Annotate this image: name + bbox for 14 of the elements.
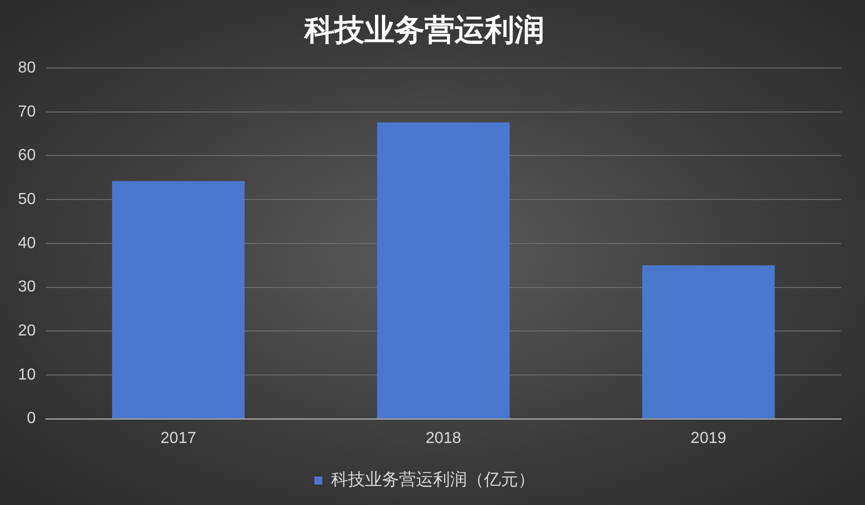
y-tick-label: 30	[18, 278, 36, 296]
y-tick-label: 70	[18, 103, 36, 120]
y-tick-label: 0	[26, 410, 36, 428]
y-tick-label: 50	[18, 190, 36, 208]
x-tick-label: 2017	[160, 430, 196, 447]
legend-label: 科技业务营运利润（亿元）	[330, 470, 535, 490]
x-tick-label: 2018	[426, 430, 462, 447]
y-tick-label: 80	[18, 59, 36, 76]
y-tick-label: 20	[18, 322, 36, 340]
chart-title: 科技业务营运利润	[304, 12, 544, 48]
y-tick-label: 60	[18, 147, 36, 164]
y-tick-label: 10	[18, 366, 36, 384]
y-tick-label: 40	[18, 234, 36, 252]
x-tick-label: 2019	[690, 430, 726, 447]
